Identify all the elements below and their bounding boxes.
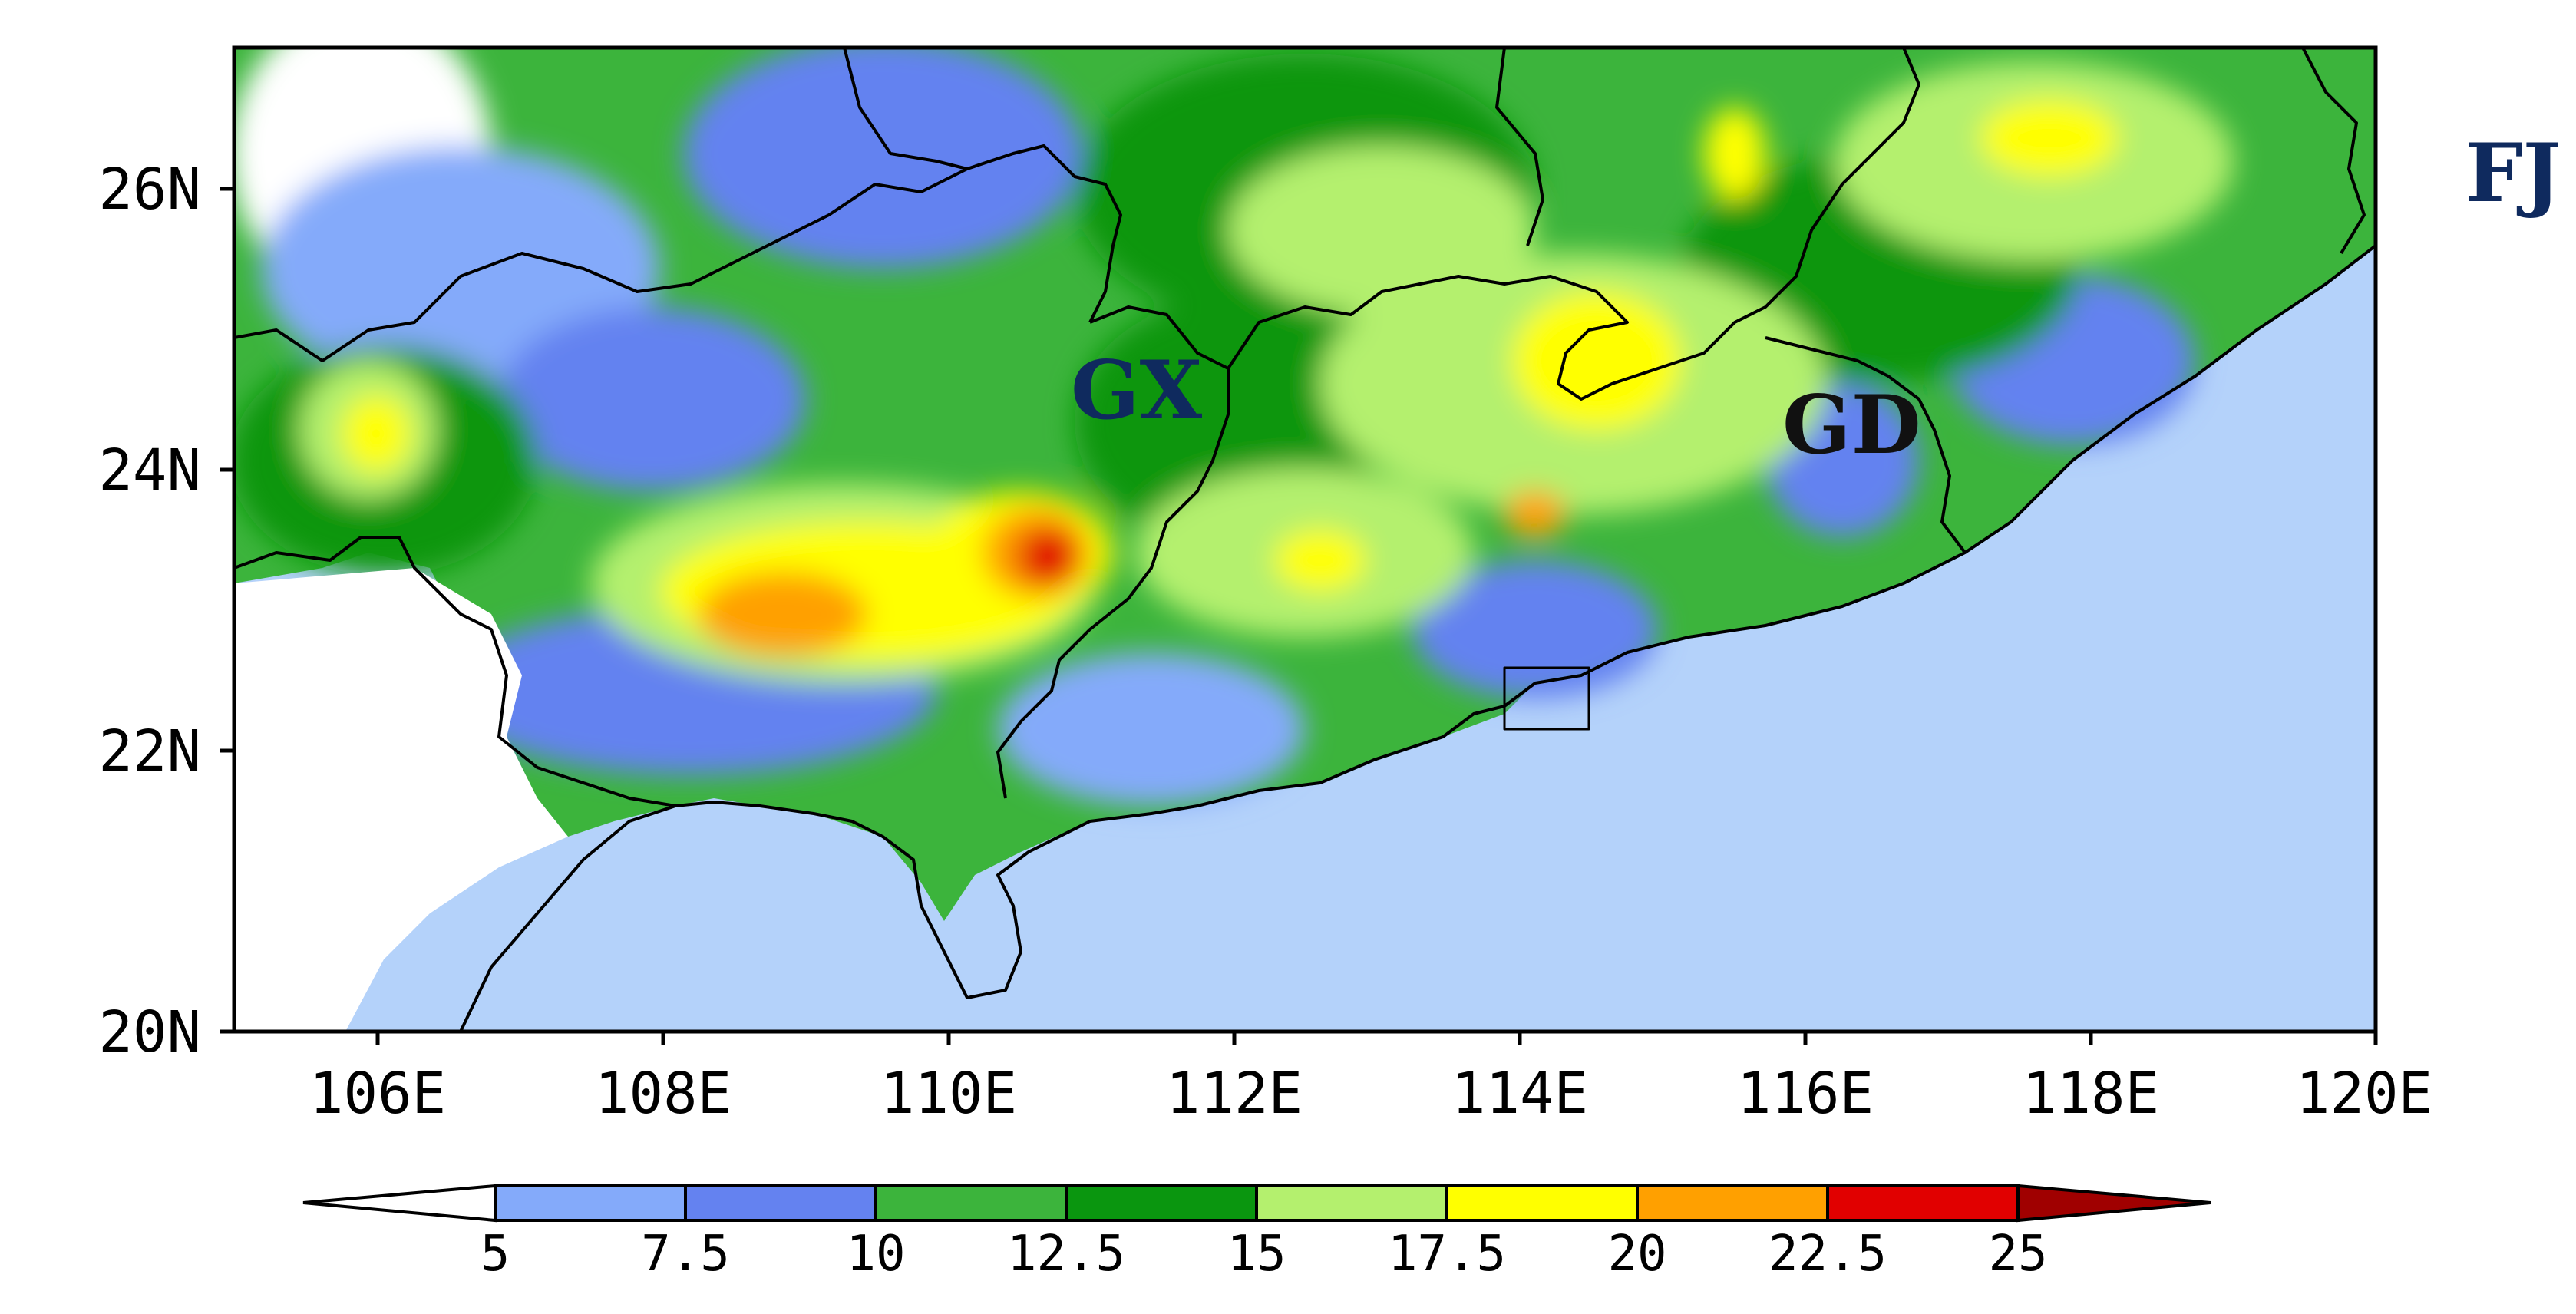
border-jiangxi-north [1495,48,1544,246]
colorbar-bin [685,1186,876,1220]
map-plot-area: 106E 108E 110E 112E 114E 116E 118E 120E … [98,45,2561,1127]
precip-contours [234,48,2234,806]
border-fj-coast [2301,48,2366,255]
contour-17-5-west [342,395,411,472]
colorbar-under-arrow [302,1184,497,1223]
border-gx-gd [996,305,1230,799]
x-tick-label: 110E [880,1061,1017,1127]
colorbar-tick-label: 12.5 [1007,1226,1125,1283]
x-tick-label: 112E [1166,1061,1303,1127]
colorbar-tick-labels: 5 7.5 10 12.5 15 17.5 20 22.5 25 [481,1226,2048,1283]
colorbar-tick-label: 7.5 [641,1226,730,1283]
colorbar-tick-label: 5 [481,1226,510,1283]
colorbar-tick-label: 17.5 [1388,1226,1506,1283]
x-tick-label: 108E [595,1061,732,1127]
province-label-gd: GD [1782,377,1921,472]
x-tick-label: 106E [309,1061,446,1127]
colorbar-tick-label: 25 [1988,1226,2047,1283]
x-tick-label: 120E [2296,1061,2432,1127]
contour-17-5-center [1274,530,1366,591]
y-tick-label: 22N [98,718,201,784]
y-tick-label: 20N [98,999,201,1065]
hk-inset-box [1503,666,1590,731]
colorbar-tick-label: 15 [1227,1226,1286,1283]
contour-15-north [1228,146,1535,315]
x-tick-label: 114E [1451,1061,1588,1127]
contour-17-5-ne [1980,100,2119,177]
colorbar-bin [876,1186,1066,1220]
colorbar: 5 7.5 10 12.5 15 17.5 20 22.5 25 [302,1184,2211,1283]
no-data-region-sw [234,568,568,1032]
precipitation-field [234,48,2376,921]
border-yunnan-gx [234,144,1122,362]
y-tick-label: 24N [98,437,201,503]
y-tick-labels: 20N 22N 24N 26N [98,157,201,1065]
contour-7-5-coast [1412,560,1658,698]
border-north-hunan [843,48,968,170]
y-tick-label: 26N [98,157,201,223]
contour-20-gx [698,572,867,656]
province-label-fj: FJ [2465,125,2561,220]
contour-7-5-north [683,48,1082,269]
colorbar-tick-label: 22.5 [1769,1226,1887,1283]
contour-17-5-gd-north [1512,292,1681,430]
colorbar-bin [495,1186,685,1220]
colorbar-over-arrow [2016,1184,2211,1223]
border-gx-vietnam [234,536,676,807]
colorbar-bin [1447,1186,1637,1220]
x-tick-label: 116E [1737,1061,1874,1127]
boundary-lines [234,48,2376,1032]
colorbar-bin [1637,1186,1828,1220]
contour-7-5-west [499,307,806,491]
province-labels: GX GD FJ [1071,125,2561,472]
colorbar-bin [1257,1186,1447,1220]
border-hunan-gd [1227,48,1920,401]
border-gd-fj [1765,336,1967,554]
colorbar-bin [1066,1186,1257,1220]
province-label-gx: GX [1071,342,1203,437]
map-frame [232,45,2378,1034]
contour-17-5-north [1704,107,1765,200]
x-tick-labels: 106E 108E 110E 112E 114E 116E 118E 120E [309,1061,2432,1127]
colorbar-tick-label: 20 [1607,1226,1666,1283]
contour-22-5-gx [1017,527,1078,586]
contour-5-south [998,652,1305,806]
coastline [459,244,2376,1032]
x-axis [375,1032,2378,1045]
x-tick-label: 118E [2023,1061,2159,1127]
colorbar-tick-label: 10 [846,1226,905,1283]
colorbar-bin [1828,1186,2018,1220]
contour-20-gd [1504,491,1566,537]
y-axis [220,187,234,1034]
